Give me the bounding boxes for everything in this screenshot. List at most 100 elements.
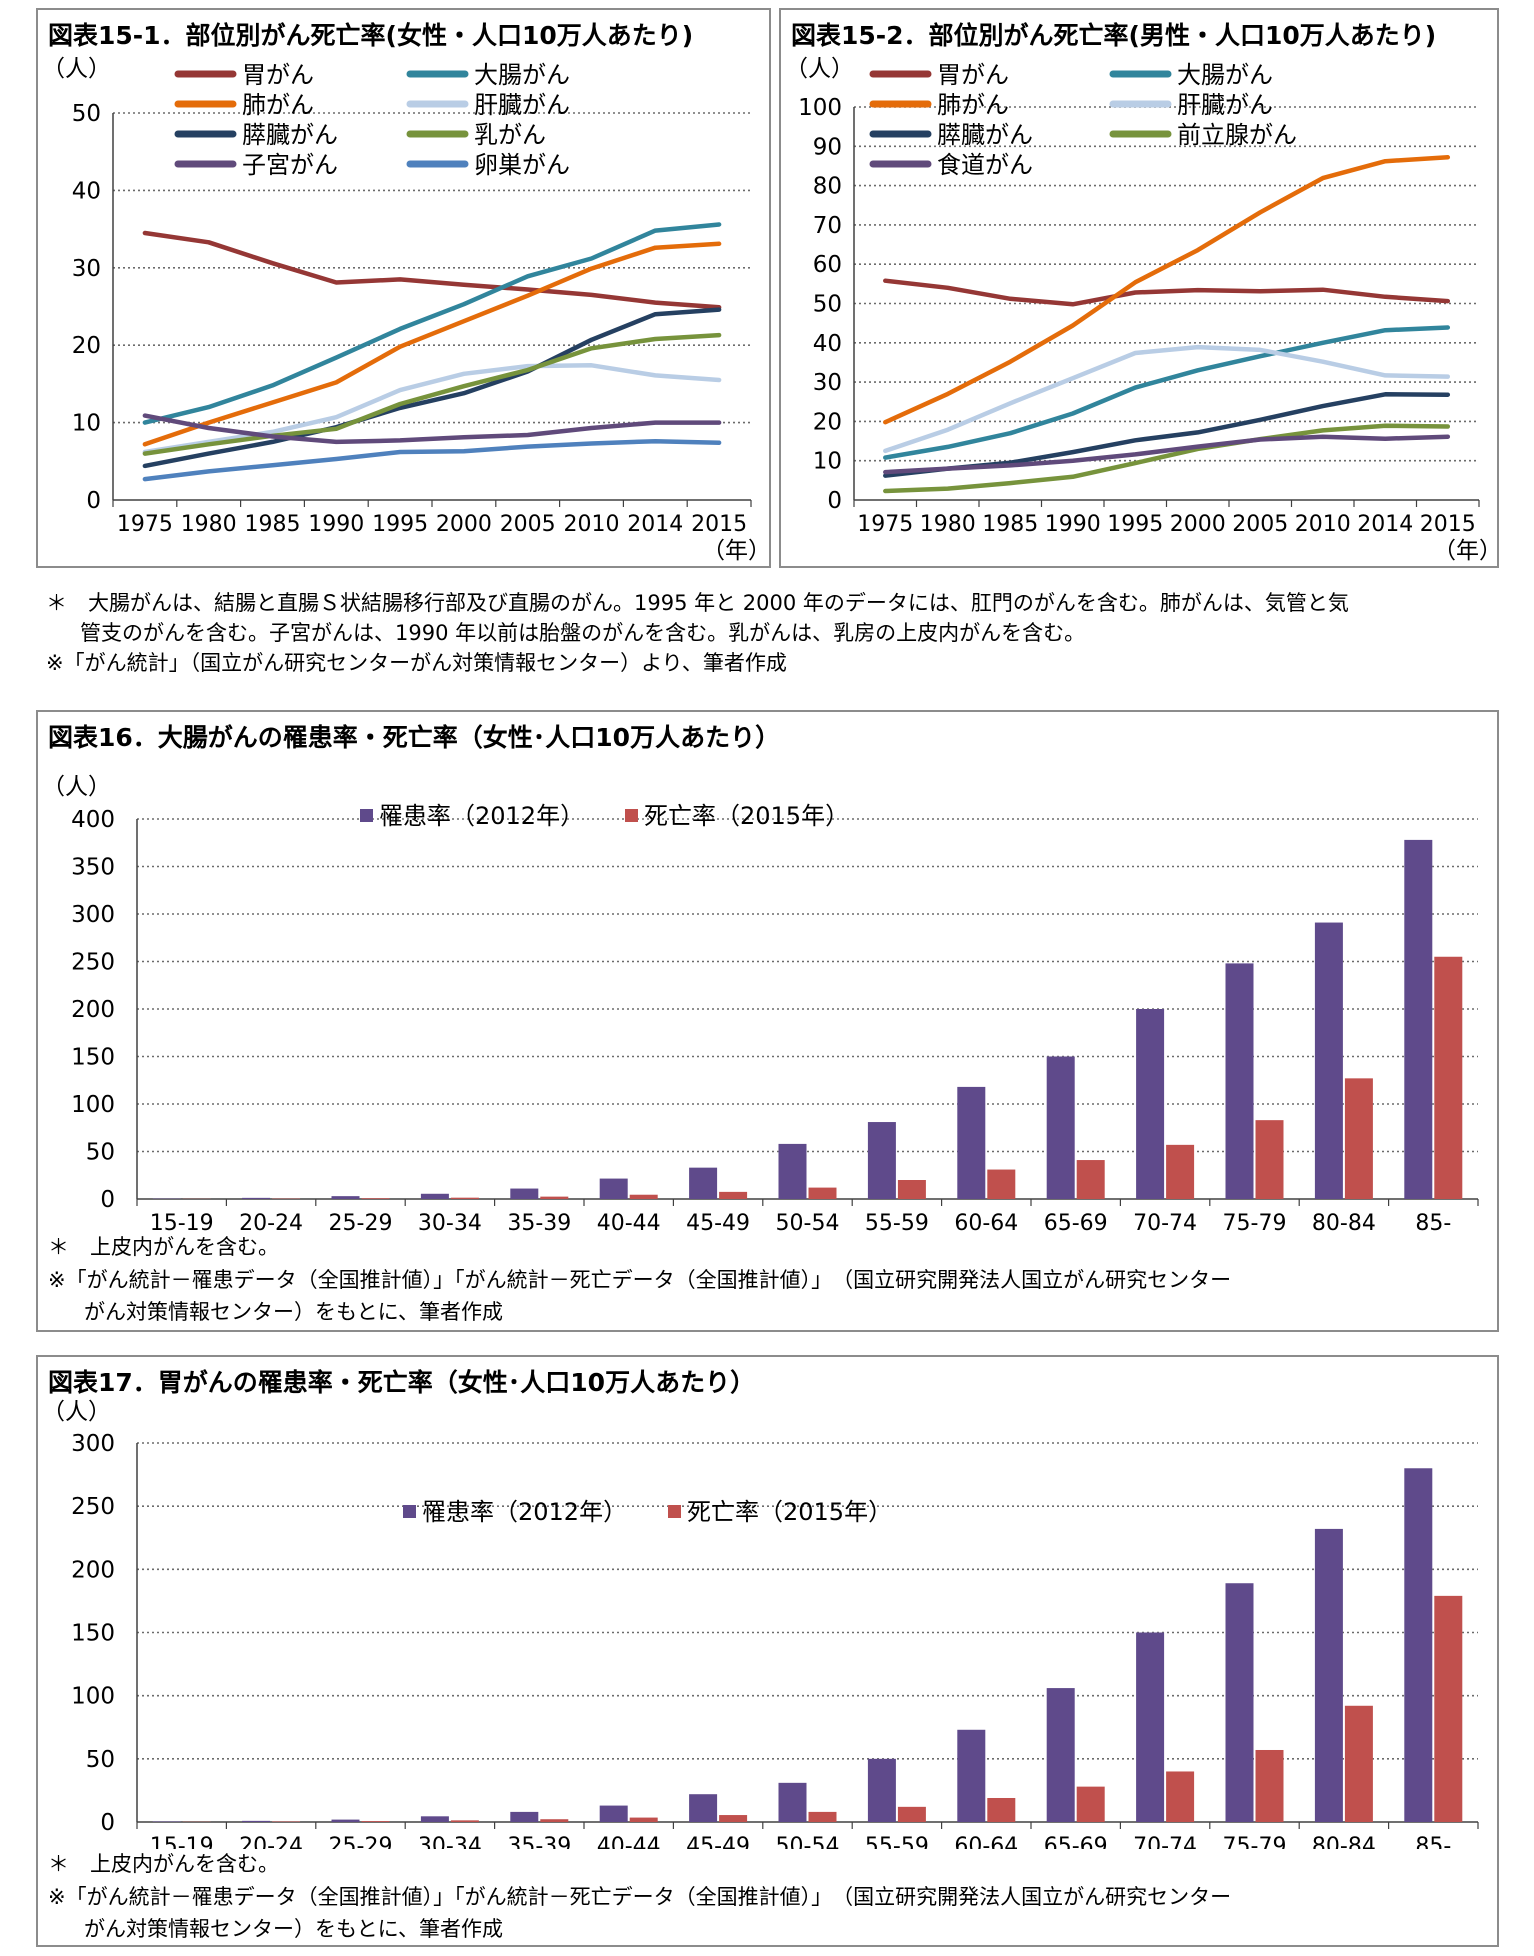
- figure-17-panel: 図表17．胃がんの罹患率・死亡率（女性･人口10万人あたり） 0 50 100 150…: [36, 1355, 1499, 1947]
- bar-incidence-20-24: [242, 1820, 271, 1822]
- figure-17-note-3: がん対策情報センター）をもとに、筆者作成: [84, 1917, 503, 1941]
- x-tick-label-55-59: 55-59: [865, 1211, 929, 1232]
- bar-incidence-30-34: [420, 1816, 449, 1822]
- bar-incidence-30-34: [420, 1193, 449, 1199]
- bar-mortality-60-64: [987, 1169, 1016, 1199]
- figure-17-note-2: ※「がん統計－罹患データ（全国推計値）」「がん統計－死亡データ（全国推計値）」 …: [48, 1885, 1232, 1909]
- y-axis-label: （人）: [42, 774, 111, 800]
- bar-mortality-35-39: [540, 1819, 569, 1822]
- bar-incidence-40-44: [599, 1178, 628, 1199]
- x-tick-label-60-64: 60-64: [954, 1834, 1018, 1849]
- x-tick-label-2015: 2015: [691, 512, 747, 537]
- series-line-7: [883, 434, 1451, 475]
- bar-mortality-45-49: [719, 1815, 748, 1822]
- bar-mortality-40-44: [629, 1817, 658, 1822]
- y-tick-label-100: 100: [798, 95, 842, 121]
- bar-incidence-70-74: [1136, 1632, 1165, 1822]
- figure-15-note-2: 管支のがんを含む。子宮がんは、1990 年以前は胎盤のがんを含む。乳がんは、乳房…: [80, 621, 1086, 645]
- x-tick-label-2010: 2010: [564, 512, 620, 537]
- x-tick-label-2015: 2015: [1420, 512, 1476, 537]
- series-line-4: [883, 344, 1451, 454]
- series-line-5: [142, 307, 722, 469]
- y-tick-label-60: 60: [813, 252, 842, 278]
- y-tick-label-200: 200: [71, 1557, 115, 1583]
- bar-mortality-50-54: [808, 1187, 837, 1199]
- x-tick-label-85-: 85-: [1415, 1211, 1451, 1232]
- bar-incidence-45-49: [689, 1794, 718, 1822]
- figure-16-title: 図表16．大腸がんの罹患率・死亡率（女性･人口10万人あたり）: [48, 723, 781, 752]
- bar-incidence-40-44: [599, 1805, 628, 1822]
- x-axis-label: （年）: [702, 538, 769, 564]
- legend-label-3: 肺がん: [242, 91, 314, 119]
- legend-label-2: 大腸がん: [474, 61, 570, 89]
- y-tick-label-350: 350: [71, 855, 115, 881]
- x-tick-label-20-24: 20-24: [239, 1211, 303, 1232]
- bar-incidence-75-79: [1225, 1583, 1254, 1822]
- figure-16-note-3: がん対策情報センター）をもとに、筆者作成: [84, 1300, 503, 1324]
- legend-label-7: 食道がん: [937, 151, 1033, 179]
- legend-label-5: 膵臓がん: [242, 121, 338, 149]
- legend-swatch-1: [403, 1505, 416, 1518]
- y-tick-label-50: 50: [86, 1747, 115, 1773]
- y-tick-label-80: 80: [813, 174, 842, 200]
- bar-incidence-50-54: [778, 1782, 807, 1822]
- x-tick-label-35-39: 35-39: [507, 1834, 571, 1849]
- series-line-3: [142, 241, 722, 447]
- bar-mortality-25-29: [361, 1198, 390, 1199]
- x-tick-label-15-19: 15-19: [150, 1211, 214, 1232]
- x-tick-label-30-34: 30-34: [418, 1211, 482, 1232]
- legend-label-6: 乳がん: [474, 121, 546, 149]
- figure-16-note-1: ＊ 上皮内がんを含む。: [48, 1235, 279, 1259]
- bar-mortality-35-39: [540, 1196, 569, 1199]
- legend-label-6: 前立腺がん: [1177, 121, 1297, 149]
- bar-mortality-75-79: [1255, 1749, 1284, 1822]
- bar-incidence-20-24: [242, 1197, 271, 1199]
- series-line-2: [142, 222, 722, 425]
- x-tick-label-2010: 2010: [1295, 512, 1351, 537]
- bar-mortality-30-34: [450, 1820, 479, 1822]
- y-tick-label-30: 30: [72, 256, 101, 282]
- x-axis-label: （歳）: [1482, 1207, 1497, 1232]
- bar-mortality-55-59: [897, 1180, 926, 1199]
- legend-label-1: 罹患率（2012年）: [379, 802, 584, 830]
- bar-incidence-65-69: [1046, 1056, 1075, 1199]
- y-tick-label-50: 50: [813, 292, 842, 318]
- bar-incidence-60-64: [957, 1086, 986, 1199]
- y-tick-label-30: 30: [813, 370, 842, 396]
- y-tick-label-100: 100: [71, 1092, 115, 1118]
- x-tick-label-1990: 1990: [1045, 512, 1101, 537]
- x-tick-label-15-19: 15-19: [150, 1834, 214, 1849]
- bar-mortality-70-74: [1166, 1771, 1195, 1822]
- bar-incidence-85-: [1404, 839, 1433, 1199]
- legend-label-2: 死亡率（2015年）: [644, 802, 849, 830]
- legend-label-5: 膵臓がん: [937, 121, 1033, 149]
- x-tick-label-35-39: 35-39: [507, 1211, 571, 1232]
- legend-label-2: 大腸がん: [1177, 61, 1273, 89]
- x-tick-label-25-29: 25-29: [329, 1834, 393, 1849]
- x-tick-label-1985: 1985: [982, 512, 1038, 537]
- y-axis-label: （人）: [42, 56, 111, 82]
- y-tick-label-20: 20: [813, 409, 842, 435]
- legend-label-1: 胃がん: [937, 61, 1009, 89]
- x-tick-label-70-74: 70-74: [1133, 1211, 1197, 1232]
- y-tick-label-300: 300: [71, 1431, 115, 1457]
- x-tick-label-1975: 1975: [117, 512, 173, 537]
- x-tick-label-2005: 2005: [1232, 512, 1288, 537]
- series-line-3: [883, 155, 1451, 425]
- figure-16-chart: 0 50 100 150 200 250 300 350 400 15-19 20-24 25-29 3…: [42, 774, 1497, 1232]
- figure-15-2-panel: 図表15-2．部位別がん死亡率(男性・人口10万人あたり) 0 10 20 30 40 5…: [779, 8, 1499, 568]
- x-tick-label-45-49: 45-49: [686, 1211, 750, 1232]
- legend-swatch-2: [625, 809, 638, 822]
- series-line-2: [883, 325, 1451, 460]
- y-tick-label-300: 300: [71, 902, 115, 928]
- y-tick-label-0: 0: [100, 1810, 115, 1836]
- series-line-5: [883, 392, 1451, 478]
- figure-15-1-panel: 図表15-1．部位別がん死亡率(女性・人口10万人あたり) 0 10 20 30 40 5…: [36, 8, 771, 568]
- y-tick-label-0: 0: [86, 488, 101, 514]
- bar-mortality-80-84: [1344, 1705, 1373, 1822]
- x-tick-label-20-24: 20-24: [239, 1834, 303, 1849]
- y-tick-label-40: 40: [813, 331, 842, 357]
- bar-incidence-60-64: [957, 1729, 986, 1822]
- y-tick-label-50: 50: [86, 1140, 115, 1166]
- bar-mortality-80-84: [1344, 1078, 1373, 1199]
